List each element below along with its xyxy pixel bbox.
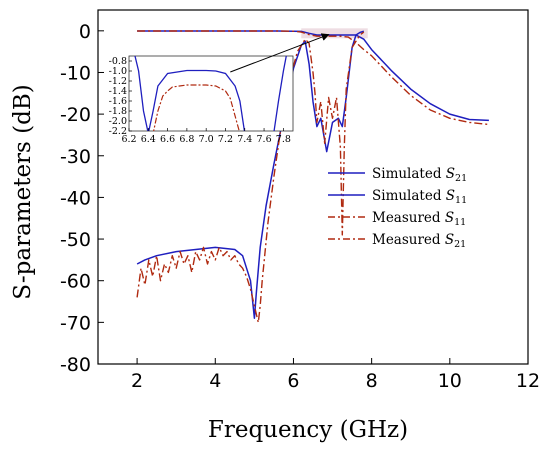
inset-y-tick-label: -1.2 [109,76,127,87]
y-tick-label: -80 [60,354,91,376]
legend-symbol: S [445,232,454,248]
inset-x-tick-label: 7.0 [199,134,214,145]
y-tick-label: -10 [60,62,91,84]
inset-x-tick-label: 7.6 [257,134,272,145]
legend-symbol: S [446,188,455,204]
x-tick-label: 2 [131,370,143,392]
inset-y-tick-label: -2.0 [109,116,127,127]
inset-frame [128,55,294,132]
legend-subscript: 21 [454,239,466,250]
y-tick-label: -60 [60,271,91,293]
y-tick-label: -30 [60,146,91,168]
legend-subscript: 11 [455,195,467,206]
inset-y-tick-label: -1.4 [109,86,127,97]
x-tick-label: 6 [287,370,299,392]
y-axis-title: S-parameters (dB) [10,84,36,299]
legend-prefix: Measured [372,210,445,226]
x-tick-label: 8 [366,370,378,392]
y-tick-label: -20 [60,104,91,126]
x-tick-label: 10 [438,370,462,392]
legend-prefix: Simulated [372,188,446,204]
inset-pointer-arrow [230,33,330,73]
x-tick-label: 12 [516,370,540,392]
y-tick-label: -70 [60,312,91,334]
series-layer [136,30,489,324]
legend-entry-4: Measured S21 [372,232,466,250]
inset-y-tick-label: -1.6 [109,96,127,107]
series-line-meas-s11 [136,31,365,324]
x-tick-label: 4 [209,370,221,392]
legend-symbol: S [445,210,454,226]
inset-x-tick-label: 7.4 [237,134,252,145]
legend-entry-2: Simulated S11 [372,188,467,206]
plot-frame [97,9,529,365]
legend-prefix: Measured [372,232,445,248]
y-tick-label: 0 [79,21,91,43]
inset-x-tick-label: 6.2 [121,134,136,145]
tick-layer: 0 -10 -20 -30 -40 -50 -60 -70 -80 2 4 6 8 10 12 [60,21,540,392]
inset-x-tick-label: 7.2 [218,134,233,145]
inset-x-tick-label: 6.8 [179,134,194,145]
legend-entry-1: Simulated S21 [372,166,467,184]
y-tick-label: -40 [60,187,91,209]
inset-x-tick-label: 7.8 [276,134,291,145]
passband-highlight [301,28,368,39]
inset-x-tick-label: 6.6 [160,134,175,145]
inset-y-tick-label: -1.0 [109,66,127,77]
legend-subscript: 21 [455,173,467,184]
inset-x-tick-label: 6.4 [141,134,156,145]
inset-line-meas-s21 [153,84,240,131]
y-tick-label: -50 [60,229,91,251]
inset-y-tick-label: -1.8 [109,106,127,117]
passband-band [301,28,368,39]
inset-zoom-plot: -0.8-1.0-1.2-1.4-1.6-1.8-2.0-2.26.2 6.4 6.… [109,33,330,145]
legend-prefix: Simulated [372,166,446,182]
legend-entry-3: Measured S11 [372,210,466,228]
inset-y-tick-label: -0.8 [109,56,127,67]
x-axis-title: Frequency (GHz) [208,417,408,443]
inset-y-tick-label: -2.2 [109,126,127,137]
series-line-meas-s21 [137,30,489,126]
inset-line-sim-s21 [134,56,287,131]
series-line-sim-s11 [136,30,365,319]
legend-subscript: 11 [454,217,466,228]
inset-series-layer [134,56,287,131]
legend-symbol: S [446,166,455,182]
